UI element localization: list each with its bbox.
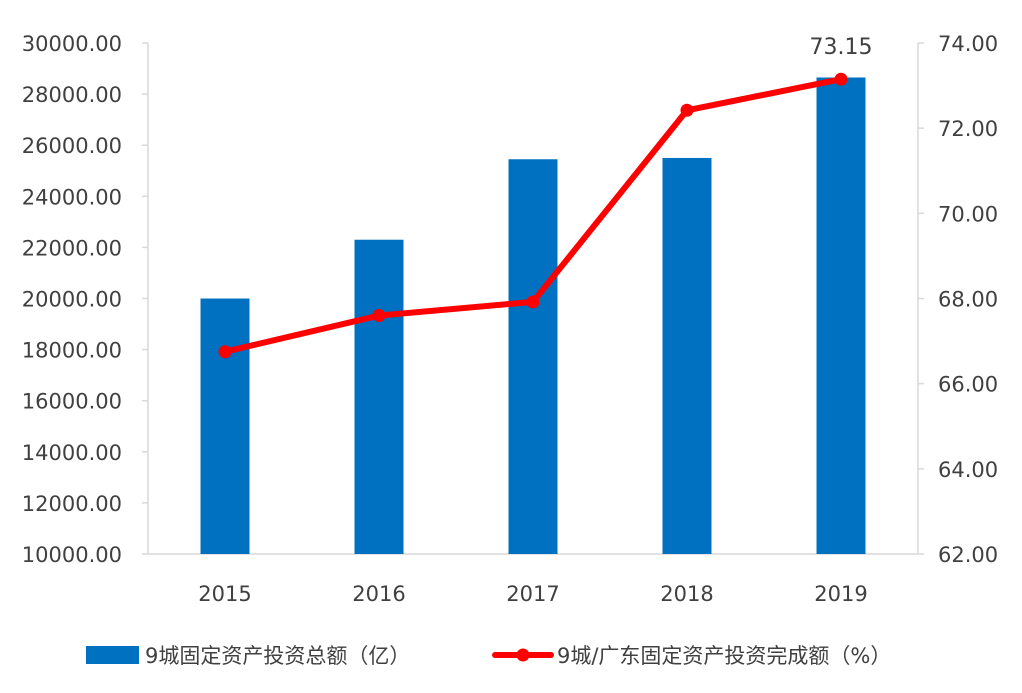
legend-swatch-bar [86,646,139,664]
line-point [218,345,232,359]
right-axis-tick-label: 62.00 [938,543,998,567]
left-axis-tick-label: 28000.00 [22,83,122,107]
legend-swatch-marker [516,648,530,662]
left-axis-tick-label: 10000.00 [22,543,122,567]
left-axis-tick-label: 16000.00 [22,390,122,414]
labels-group: 73.15 [810,35,873,60]
legend-label-bar: 9城固定资产投资总额（亿） [145,644,410,668]
legend-label-line: 9城/广东固定资产投资完成额（%） [557,644,891,668]
right-axis-tick-label: 66.00 [938,373,998,397]
data-label: 73.15 [810,35,873,60]
left-axis-tick-label: 24000.00 [22,185,122,209]
left-axis-tick-label: 20000.00 [22,288,122,312]
left-axis-tick-label: 18000.00 [22,339,122,363]
bar [354,239,404,555]
line-point [834,72,848,86]
left-axis-tick-label: 26000.00 [22,134,122,158]
bar [200,298,250,554]
bars-group [200,77,866,555]
x-axis-tick-label: 2018 [660,582,713,606]
right-axis-tick-label: 64.00 [938,458,998,482]
x-axis-tick-label: 2015 [198,582,251,606]
line-point [526,295,540,309]
left-axis-tick-label: 22000.00 [22,236,122,260]
left-axis-tick-label: 30000.00 [22,32,122,56]
right-axis-tick-label: 72.00 [938,117,998,141]
line-series-group [218,72,848,359]
left-axis-tick-label: 12000.00 [22,492,122,516]
x-axis-tick-label: 2016 [352,582,405,606]
line-point [680,103,694,117]
legend: 9城固定资产投资总额（亿） 9城/广东固定资产投资完成额（%） [86,644,891,668]
line-point [372,309,386,323]
right-axis-tick-label: 74.00 [938,32,998,56]
x-axis-tick-label: 2019 [814,582,867,606]
x-axis-tick-label: 2017 [506,582,559,606]
right-axis-tick-label: 70.00 [938,202,998,226]
right-axis-tick-label: 68.00 [938,288,998,312]
left-axis-tick-label: 14000.00 [22,441,122,465]
bar [816,77,866,555]
bar [508,159,558,554]
bar [662,157,712,554]
